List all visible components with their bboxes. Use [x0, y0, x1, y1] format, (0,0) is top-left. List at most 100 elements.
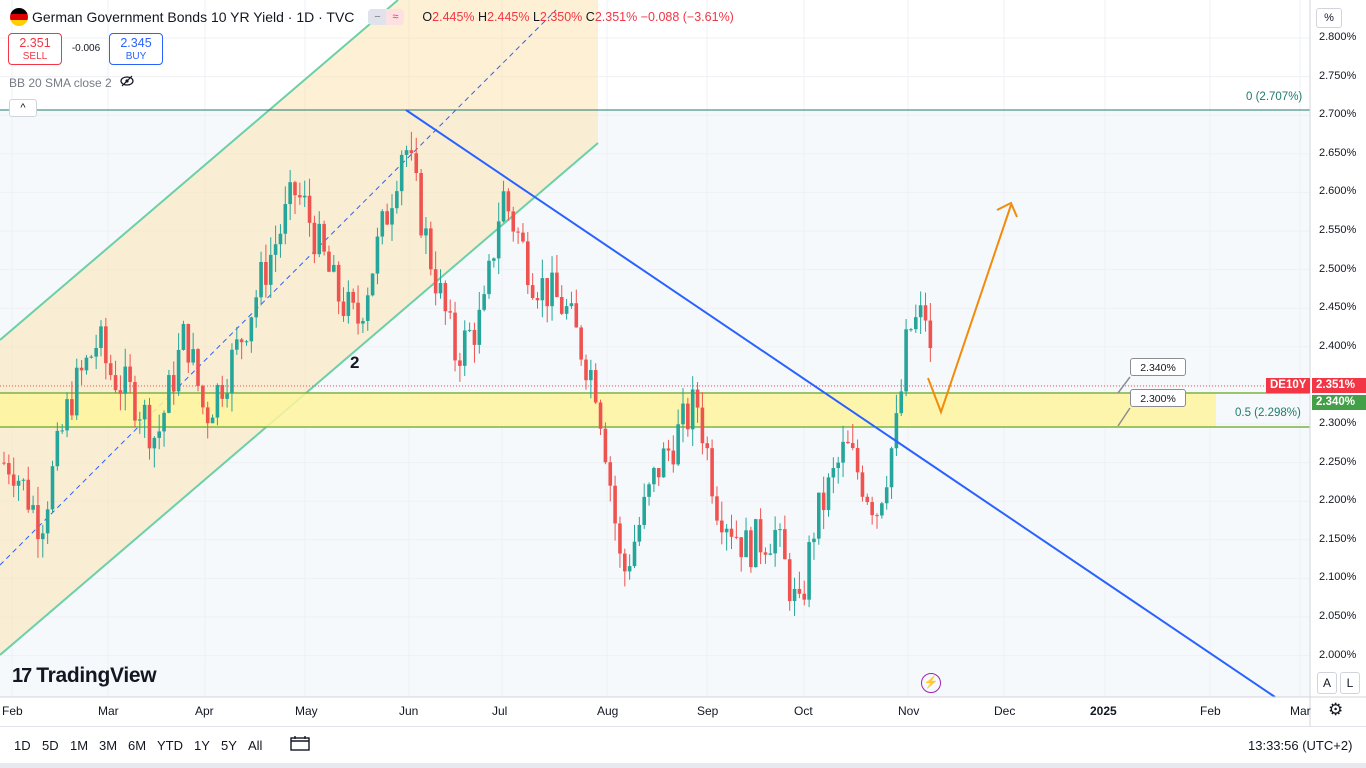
close-label: C [585, 10, 595, 24]
clock-readout[interactable]: 13:33:56 (UTC+2) [1248, 738, 1353, 753]
candle-body [118, 390, 123, 394]
callout-lower[interactable]: 2.300% [1130, 389, 1186, 407]
candle-body [559, 297, 564, 314]
candle-body [909, 329, 913, 331]
candle-body [540, 278, 545, 301]
candle-body [700, 407, 705, 444]
callout-upper-connector [1117, 376, 1131, 394]
candle-body [365, 295, 370, 321]
time-tick-label: Mar [98, 704, 119, 718]
price-tick-label: 2.150% [1319, 532, 1357, 545]
candle-body [642, 496, 646, 525]
lightning-icon[interactable]: ⚡ [921, 673, 941, 693]
candle-body [831, 468, 836, 478]
candle-body [870, 502, 874, 516]
change-value: −0.088 (−3.61%) [640, 10, 734, 24]
minus-icon[interactable]: − [368, 9, 387, 25]
candle-body [584, 359, 588, 381]
timeframe-1m-button[interactable]: 1M [70, 738, 89, 753]
candle-body [210, 417, 215, 424]
candle-body [802, 593, 807, 600]
sell-button[interactable]: 2.351 SELL [8, 33, 62, 65]
candle-body [841, 441, 845, 463]
candle-body [453, 312, 457, 361]
candle-body [914, 317, 918, 330]
candle-body [89, 356, 94, 358]
candle-body [792, 588, 797, 602]
candle-body [268, 254, 273, 285]
callout-upper[interactable]: 2.340% [1130, 358, 1186, 376]
candle-body [317, 223, 322, 255]
candle-body [346, 291, 351, 316]
candle-body [613, 485, 617, 524]
candle-body [196, 349, 200, 386]
candle-body [176, 349, 181, 392]
candle-body [60, 430, 64, 432]
candle-body [181, 324, 186, 350]
indicator-label: BB 20 SMA close 2 [9, 75, 112, 90]
compare-pill[interactable]: − ≈ [368, 9, 405, 25]
eye-crossed-icon[interactable] [120, 75, 134, 90]
price-tick-label: 2.100% [1319, 571, 1357, 584]
candle-body [239, 339, 244, 343]
candle-body [749, 530, 753, 568]
tradingview-wordmark: TradingView [36, 664, 157, 687]
timeframe-1d-button[interactable]: 1D [14, 738, 31, 753]
candle-body [899, 391, 904, 414]
time-tick-label: 2025 [1090, 704, 1117, 718]
candle-body [104, 326, 108, 364]
log-scale-button[interactable]: L [1340, 672, 1360, 694]
candle-body [855, 448, 860, 473]
auto-scale-button[interactable]: A [1317, 672, 1337, 694]
price-tick-label: 2.600% [1319, 185, 1357, 198]
downtrend-line[interactable] [405, 109, 1276, 698]
time-tick-label: Aug [597, 704, 619, 718]
candle-body [351, 291, 355, 303]
tradingview-logo[interactable]: 17 TradingView [12, 664, 157, 688]
candle-body [399, 154, 404, 192]
candle-body [753, 519, 758, 568]
timeframe-5y-button[interactable]: 5Y [221, 738, 237, 753]
timeframe-5d-button[interactable]: 5D [42, 738, 59, 753]
channel-median-line [0, 9, 557, 566]
approx-icon[interactable]: ≈ [386, 9, 405, 25]
candle-body [55, 430, 60, 467]
rising-channel-fill [0, 0, 598, 655]
timeframe-3m-button[interactable]: 3M [99, 738, 118, 753]
timeframe-ytd-button[interactable]: YTD [157, 738, 183, 753]
candle-body [41, 533, 45, 540]
candle-body [84, 357, 89, 371]
candle-body [2, 462, 6, 464]
buy-price: 2.345 [120, 36, 152, 50]
candle-body [472, 329, 477, 345]
candle-body [298, 195, 302, 198]
window-bottom-edge [0, 763, 1366, 768]
indicator-legend[interactable]: BB 20 SMA close 2 [9, 75, 134, 90]
collapse-legend-button[interactable]: ^ [9, 99, 37, 117]
candle-body [123, 366, 128, 394]
candle-body [506, 191, 511, 212]
candle-body [550, 272, 554, 307]
settings-gear-icon[interactable]: ⚙ [1328, 700, 1344, 719]
percent-scale-button[interactable]: % [1316, 8, 1342, 28]
candle-body [259, 261, 263, 298]
candle-body [889, 448, 894, 488]
calendar-range-icon[interactable] [290, 735, 310, 751]
candle-body [778, 529, 782, 531]
callout-lower-connector [1117, 407, 1131, 427]
timeframe-1y-button[interactable]: 1Y [194, 738, 210, 753]
candle-body [167, 375, 171, 413]
candle-body [157, 431, 161, 438]
symbol-title[interactable]: German Government Bonds 10 YR Yield · 1D… [32, 9, 355, 25]
projection-arrow[interactable] [927, 204, 1012, 415]
candle-body [31, 505, 35, 510]
timeframe-6m-button[interactable]: 6M [128, 738, 147, 753]
fib-level-05-label: 0.5 (2.298%) [1235, 407, 1301, 419]
last-price-tag: 2.351% [1312, 378, 1366, 393]
timeframe-all-button[interactable]: All [248, 738, 263, 753]
candle-body [860, 472, 865, 497]
buy-button[interactable]: 2.345 BUY [109, 33, 163, 65]
high-label: H [478, 10, 488, 24]
candle-body [288, 182, 292, 205]
